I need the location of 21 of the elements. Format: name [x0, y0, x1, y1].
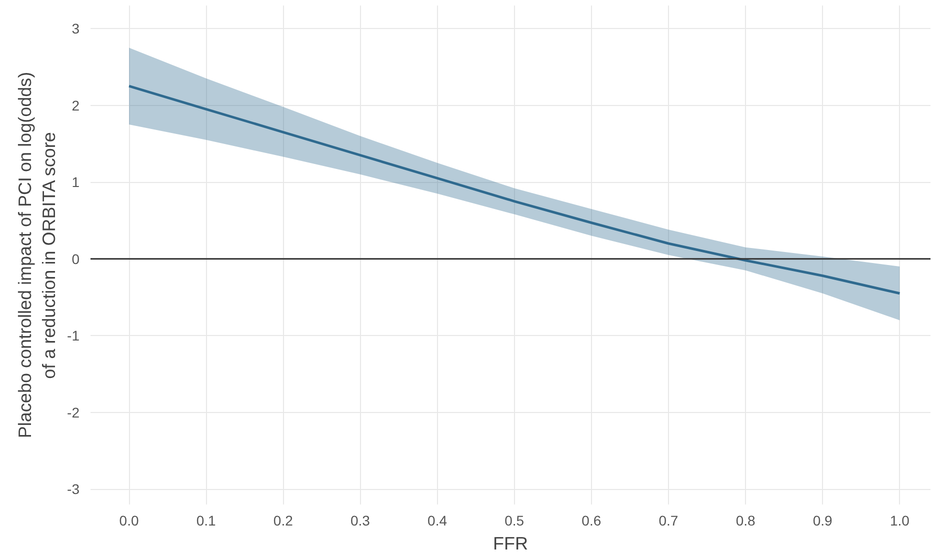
y-tick-label: -1 [67, 328, 80, 344]
x-tick-label: 1.0 [890, 512, 910, 528]
x-tick-label: 0.7 [658, 512, 678, 528]
x-axis-title: FFR [493, 534, 528, 554]
x-tick-label: 0.9 [812, 512, 833, 528]
y-tick-label: 1 [72, 174, 80, 190]
x-tick-label: 0.2 [273, 512, 294, 528]
y-tick-label: -3 [67, 481, 80, 498]
y-axis-title: Placebo controlled impact of PCI on log(odds) of a reduction in ORBITA score [15, 72, 60, 438]
x-tick-label: 0.8 [736, 512, 756, 528]
line-series [128, 84, 901, 295]
x-tick-label: 0.0 [119, 512, 139, 528]
y-tick-label: -2 [67, 404, 80, 420]
x-tick-label: 0.4 [428, 512, 448, 528]
x-tick-label: 0.6 [582, 512, 602, 528]
x-tick-label: 0.5 [504, 512, 524, 528]
x-tick-label: 0.3 [350, 512, 370, 528]
y-tick-label: 3 [72, 20, 80, 37]
x-tick-label: 0.1 [196, 512, 216, 528]
y-tick-label: 0 [72, 250, 80, 267]
y-tick-label: 2 [72, 97, 80, 114]
